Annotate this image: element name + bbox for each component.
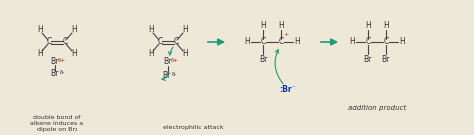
Text: H: H: [244, 38, 250, 46]
Text: H: H: [148, 26, 154, 35]
Text: H: H: [365, 21, 371, 31]
Text: electrophilic attack: electrophilic attack: [163, 125, 224, 130]
Text: H: H: [294, 38, 300, 46]
Text: δ+: δ+: [171, 58, 179, 63]
Text: H: H: [148, 50, 154, 58]
Text: H: H: [260, 21, 266, 31]
Text: C: C: [157, 38, 163, 46]
Text: Br: Br: [162, 72, 170, 80]
Text: C: C: [46, 38, 52, 46]
Text: Br: Br: [50, 70, 58, 78]
Text: C: C: [63, 38, 68, 46]
Text: addition product: addition product: [348, 105, 406, 111]
Text: Br: Br: [381, 55, 389, 65]
Text: Br: Br: [50, 58, 58, 67]
Text: H: H: [278, 21, 284, 31]
Text: H: H: [182, 50, 188, 58]
Text: C: C: [278, 38, 283, 46]
Text: Br: Br: [163, 58, 171, 67]
Text: H: H: [383, 21, 389, 31]
Text: δ+: δ+: [58, 58, 66, 63]
Text: δ-: δ-: [59, 70, 64, 75]
Text: ⁻: ⁻: [292, 85, 296, 91]
Text: C: C: [260, 38, 265, 46]
Text: Br: Br: [363, 55, 371, 65]
Text: H: H: [182, 26, 188, 35]
Text: H: H: [71, 26, 77, 35]
Text: double bond of
alkene induces a
dipole on Br₂: double bond of alkene induces a dipole o…: [30, 115, 83, 132]
Text: H: H: [399, 38, 405, 46]
Text: C: C: [173, 38, 179, 46]
Text: H: H: [349, 38, 355, 46]
Text: C: C: [365, 38, 371, 46]
Text: H: H: [71, 50, 77, 58]
Text: H: H: [37, 50, 43, 58]
Text: +: +: [283, 31, 289, 36]
Text: H: H: [37, 26, 43, 35]
Text: Br: Br: [259, 55, 267, 65]
Text: :Br: :Br: [279, 85, 292, 94]
Text: C: C: [383, 38, 389, 46]
Text: δ-: δ-: [171, 72, 177, 77]
